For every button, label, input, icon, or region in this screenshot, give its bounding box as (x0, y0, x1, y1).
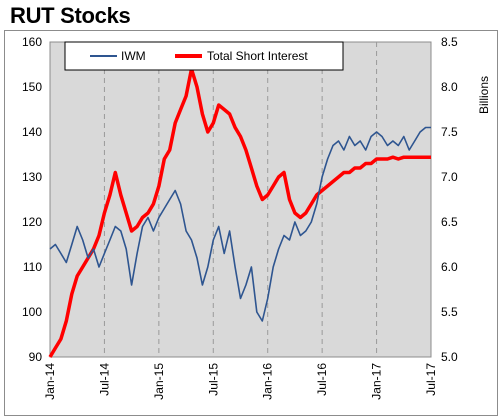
y-left-tick-label: 110 (23, 260, 42, 274)
tick-labels: Jan-14 Jul-14 Jan-15 Jul-15 Jan-16 Jul-16 Jan-… (22, 35, 458, 400)
x-tick-label: Jul-17 (424, 363, 438, 396)
series-line-short-interest (48, 67, 431, 358)
x-tick-label: Jan-14 (43, 363, 57, 400)
series-group (48, 67, 431, 358)
x-tick-label: Jul-14 (97, 363, 111, 396)
y-left-tick-label: 140 (22, 125, 42, 139)
y-right-tick-label: 5.5 (441, 305, 458, 319)
x-tick-label: Jul-16 (315, 363, 329, 396)
y-left-tick-label: 130 (22, 170, 42, 184)
legend: IWM Total Short Interest (64, 41, 344, 71)
chart-title: RUT Stocks (10, 3, 131, 28)
y-left-tick-label: 160 (22, 35, 42, 49)
series-line-iwm (49, 126, 431, 322)
legend-label-iwm: IWM (121, 49, 146, 63)
y-left-tick-label: 150 (22, 80, 42, 94)
y-right-tick-label: 8.5 (441, 35, 458, 49)
y-right-tick-label: 6.0 (441, 260, 458, 274)
x-tick-label: Jul-15 (206, 363, 220, 396)
y-right-tick-label: 8.0 (441, 80, 458, 94)
y-right-tick-label: 6.5 (441, 215, 458, 229)
y-right-tick-label: 5.0 (441, 350, 458, 364)
y-left-tick-label: 120 (22, 215, 42, 229)
y-left-tick-label: 100 (22, 305, 42, 319)
x-tick-label: Jan-17 (370, 363, 384, 400)
grid-lines (103, 42, 378, 357)
x-tick-label: Jan-15 (152, 363, 166, 400)
y-right-tick-label: 7.5 (441, 125, 458, 139)
y-right-tick-label: 7.0 (441, 170, 458, 184)
legend-label-short-interest: Total Short Interest (207, 49, 308, 63)
y-left-tick-label: 90 (29, 350, 43, 364)
right-axis-label: Billions (477, 76, 491, 114)
x-tick-label: Jan-16 (261, 363, 275, 400)
